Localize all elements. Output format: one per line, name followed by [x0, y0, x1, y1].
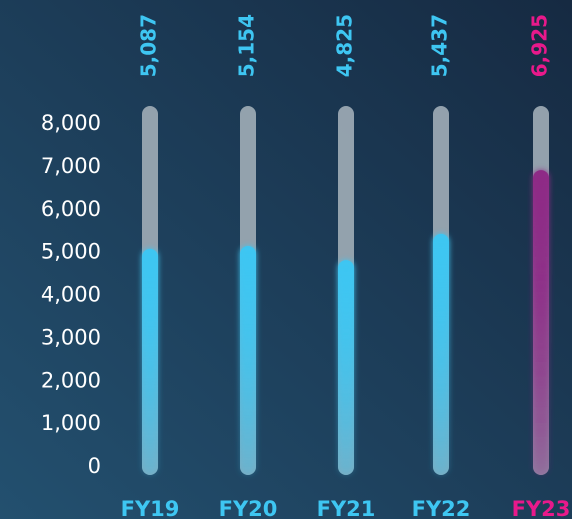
y-tick-label: 7,000 — [41, 154, 101, 178]
value-label: 5,154 — [235, 14, 259, 77]
y-tick-label: 1,000 — [41, 411, 101, 435]
x-tick-label: FY21 — [317, 497, 376, 519]
y-tick-label: 0 — [88, 454, 101, 478]
y-tick-label: 3,000 — [41, 325, 101, 349]
bar — [142, 248, 158, 475]
y-tick-label: 4,000 — [41, 283, 101, 307]
bar — [533, 170, 549, 475]
x-tick-label: FY20 — [219, 497, 278, 519]
bar — [338, 260, 354, 475]
value-label: 5,437 — [428, 14, 452, 77]
x-tick-label: FY19 — [121, 497, 180, 519]
x-tick-label: FY22 — [412, 497, 471, 519]
y-tick-label: 6,000 — [41, 197, 101, 221]
bar — [433, 233, 449, 475]
bar — [240, 246, 256, 475]
y-tick-label: 2,000 — [41, 368, 101, 392]
value-label: 6,925 — [528, 14, 552, 77]
x-tick-label: FY23 — [512, 497, 571, 519]
value-label: 5,087 — [137, 14, 161, 77]
value-label: 4,825 — [333, 14, 357, 77]
y-tick-label: 5,000 — [41, 240, 101, 264]
y-tick-label: 8,000 — [41, 111, 101, 135]
